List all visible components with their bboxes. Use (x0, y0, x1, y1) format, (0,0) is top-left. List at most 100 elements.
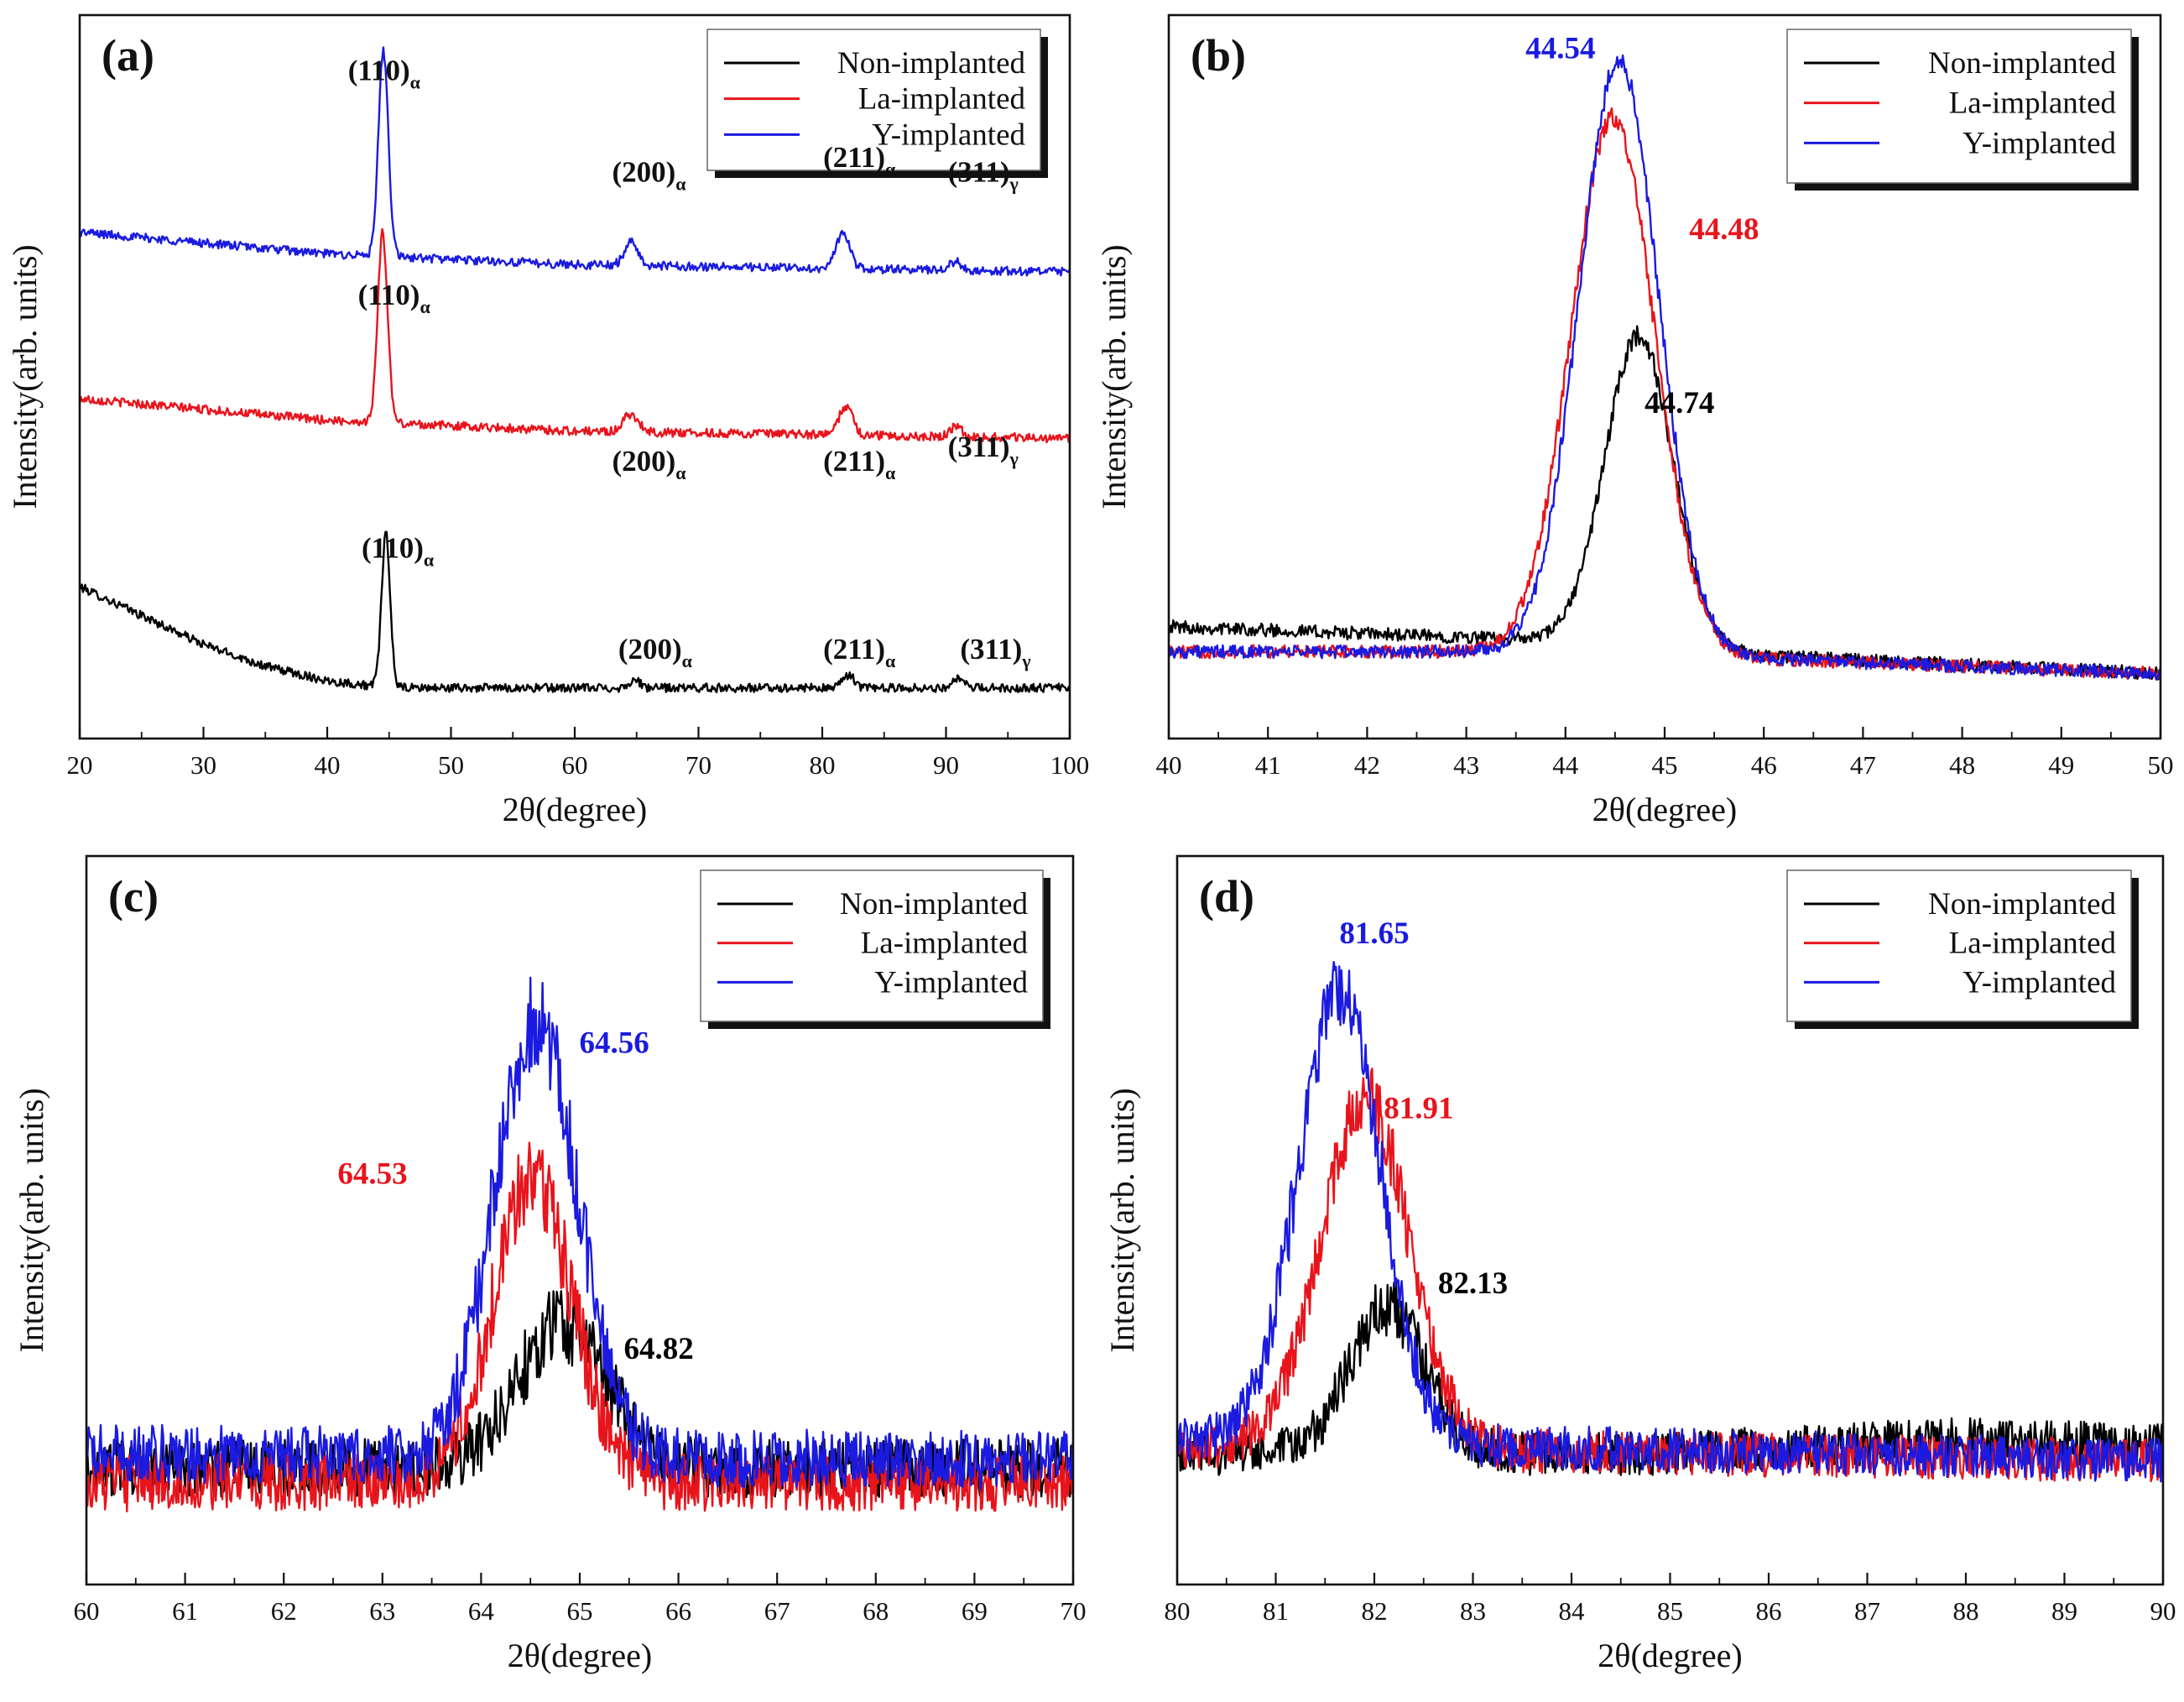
x-tick-label: 45 (1652, 750, 1678, 780)
hkl-label: (110)α (358, 279, 431, 317)
x-tick-label: 82 (1362, 1596, 1388, 1626)
hkl-phase: α (885, 462, 896, 483)
x-tick-label: 49 (2048, 750, 2074, 780)
peak-position-label: 64.82 (623, 1332, 693, 1366)
hkl-label: (211)α (823, 141, 896, 180)
panel-b: 40 41 42 43 44 45 46 47 48 49 50 2θ(degree) Intensit… (1095, 13, 2174, 828)
x-tick-label: 70 (685, 750, 711, 780)
hkl-index: (211) (823, 141, 885, 174)
x-tick-label: 20 (67, 750, 93, 780)
legend-box (700, 869, 1044, 1022)
x-tick-label: 63 (369, 1596, 395, 1626)
hkl-phase: γ (1021, 650, 1030, 671)
x-axis-title: 2θ(degree) (1598, 1637, 1742, 1674)
y-axis-title: Intensity(arb. units) (13, 1088, 50, 1353)
hkl-index: (200) (612, 155, 675, 188)
x-tick-label: 84 (1559, 1596, 1586, 1626)
x-tick-label: 80 (1165, 1596, 1191, 1626)
peak-position-label: 81.91 (1384, 1091, 1453, 1125)
x-tick-label: 60 (74, 1596, 100, 1626)
hkl-phase: α (675, 462, 686, 483)
plot-area (86, 976, 1073, 1513)
legend-label: La-implanted (1949, 927, 2117, 961)
x-tick-label: 81 (1263, 1596, 1289, 1626)
x-tick-label: 100 (1050, 750, 1090, 780)
peak-position-label: 64.56 (580, 1026, 649, 1060)
hkl-phase: α (885, 159, 896, 180)
series-y-implanted-line (80, 46, 1070, 277)
panel-label: (d) (1199, 871, 1254, 921)
y-axis-title: Intensity(arb. units) (6, 244, 44, 509)
panel-a: 20 30 40 50 60 70 80 90 100 2θ(degree) Intensity(a… (6, 13, 1090, 828)
x-tick-label: 67 (764, 1596, 790, 1626)
x-tick-label: 43 (1453, 750, 1479, 780)
x-tick-label: 86 (1756, 1596, 1782, 1626)
x-tick-label: 80 (810, 750, 836, 780)
hkl-label: (311)γ (948, 155, 1019, 194)
x-tick-label: 64 (468, 1596, 495, 1626)
hkl-phase: α (682, 650, 693, 671)
x-tick-label: 85 (1657, 1596, 1683, 1626)
peak-position-label: 82.13 (1438, 1266, 1508, 1301)
x-tick-label: 70 (1061, 1596, 1087, 1626)
x-axis-title: 2θ(degree) (1592, 791, 1737, 828)
panel-c: 60 61 62 63 64 65 66 67 68 69 70 2θ(degree) Intensit… (13, 854, 1087, 1674)
hkl-phase: α (424, 550, 435, 571)
plot-area (1177, 961, 2163, 1483)
hkl-index: (110) (358, 279, 420, 311)
x-tick-label: 50 (2148, 750, 2174, 780)
panel-label: (b) (1191, 30, 1246, 81)
hkl-label: (200)α (612, 445, 686, 483)
x-tick-label: 60 (562, 750, 588, 780)
x-axis-title: 2θ(degree) (503, 791, 647, 828)
series-y-implanted-line (1169, 54, 2161, 681)
x-tick-label: 48 (1949, 750, 1975, 780)
hkl-index: (110) (362, 532, 424, 565)
hkl-phase: γ (1009, 448, 1019, 469)
peak-position-label: 81.65 (1339, 916, 1409, 951)
hkl-index: (200) (618, 633, 682, 666)
x-tick-label: 46 (1751, 750, 1777, 780)
legend-label: Y-implanted (1962, 126, 2116, 160)
x-tick-label: 30 (190, 750, 216, 780)
x-tick-label: 83 (1460, 1596, 1486, 1626)
legend-label: Y-implanted (1962, 965, 2116, 1000)
panel-d: 80 81 82 83 84 85 86 87 88 89 90 2θ(degree) Intensit… (1103, 854, 2176, 1674)
series-non-implanted-line (1169, 325, 2161, 681)
hkl-phase: α (885, 650, 896, 671)
peak-position-label: 44.48 (1689, 212, 1759, 247)
hkl-phase: α (410, 72, 421, 93)
x-tick-label: 41 (1255, 750, 1281, 780)
legend-label: Non-implanted (1928, 887, 2117, 921)
hkl-index: (311) (960, 633, 1022, 666)
x-axis-title: 2θ(degree) (508, 1637, 652, 1674)
x-tick-label: 90 (2150, 1596, 2176, 1626)
plot-area (80, 46, 1070, 693)
hkl-label: (311)γ (948, 431, 1019, 469)
x-tick-label: 44 (1552, 750, 1579, 780)
y-axis-title: Intensity(arb. units) (1103, 1088, 1141, 1353)
legend-box (1786, 29, 2132, 184)
x-tick-label: 69 (962, 1596, 988, 1626)
legend-label: La-implanted (858, 82, 1026, 117)
x-tick-label: 65 (567, 1596, 593, 1626)
series-non-implanted-line (80, 530, 1070, 693)
y-axis-title: Intensity(arb. units) (1095, 244, 1133, 509)
hkl-label: (211)α (823, 633, 896, 671)
x-tick-label: 61 (172, 1596, 198, 1626)
hkl-label: (211)α (823, 445, 896, 483)
peak-position-label: 64.53 (337, 1157, 407, 1192)
x-tick-label: 90 (933, 750, 959, 780)
x-tick-label: 40 (315, 750, 341, 780)
hkl-phase: γ (1009, 173, 1019, 194)
hkl-phase: α (420, 296, 430, 317)
hkl-label: (200)α (618, 633, 693, 671)
hkl-index: (200) (612, 445, 675, 478)
x-tick-label: 89 (2051, 1596, 2077, 1626)
legend-label: Y-implanted (874, 965, 1028, 1000)
series-la-implanted-line (80, 227, 1070, 444)
hkl-index: (311) (948, 431, 1010, 463)
plot-area (1169, 54, 2161, 681)
series-y-implanted-line (86, 976, 1073, 1491)
